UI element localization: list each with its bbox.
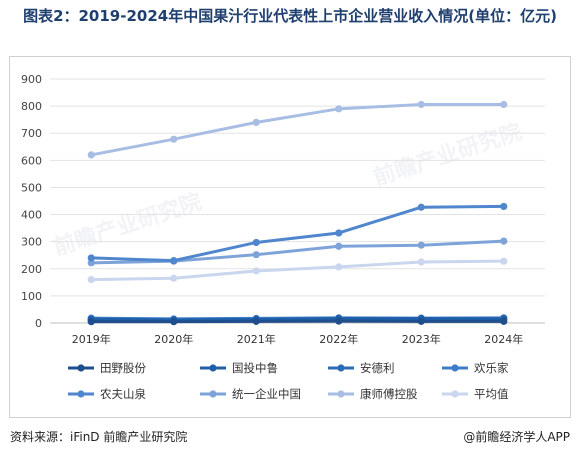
data-point [252, 317, 260, 325]
data-point [87, 276, 95, 284]
legend-label: 统一企业中国 [232, 387, 301, 401]
legend-marker [451, 390, 459, 398]
legend-label: 康师傅控股 [360, 387, 418, 401]
x-tick-label: 2020年 [154, 332, 193, 346]
series-line [89, 259, 506, 282]
legend-marker [209, 390, 217, 398]
x-tick-label: 2022年 [319, 332, 358, 346]
x-tick-label: 2021年 [237, 332, 276, 346]
data-point [417, 203, 425, 211]
legend-marker [451, 364, 459, 372]
series-line [89, 319, 506, 324]
y-tick-label: 200 [21, 263, 42, 276]
data-point [335, 317, 343, 325]
y-tick-label: 400 [21, 209, 42, 222]
x-tick-label: 2019年 [72, 332, 111, 346]
series-line [89, 317, 506, 322]
data-point [170, 274, 178, 282]
data-point [252, 267, 260, 275]
legend-marker [209, 364, 217, 372]
data-point [417, 100, 425, 109]
x-tick-label: 2024年 [484, 332, 523, 346]
data-point [87, 318, 95, 326]
data-point [500, 257, 508, 265]
source-note: 资料来源：iFinD 前瞻产业研究院 [10, 430, 188, 444]
legend-marker [77, 390, 85, 398]
credit-note: @前瞻经济学人APP [463, 430, 570, 444]
data-point [335, 105, 343, 113]
legend-label: 平均值 [474, 387, 509, 401]
data-point [252, 238, 260, 247]
data-point [417, 258, 425, 266]
footer: 资料来源：iFinD 前瞻产业研究院 @前瞻经济学人APP [0, 424, 580, 448]
chart-title: 图表2：2019-2024年中国果汁行业代表性上市企业营业收入情况(单位：亿元) [23, 7, 557, 25]
legend-label: 欢乐家 [474, 361, 509, 375]
data-point [335, 242, 343, 250]
line-chart: 0 100 200 300 400 500 600 700 800 900 2019年 2020年 20… [21, 73, 545, 401]
legend-marker [337, 390, 345, 398]
data-point [170, 257, 178, 265]
series-line [89, 204, 506, 263]
data-point [500, 202, 508, 211]
data-point [417, 241, 425, 249]
legend-label: 农夫山泉 [100, 387, 146, 401]
legend-marker [337, 364, 345, 372]
y-tick-label: 500 [21, 181, 42, 194]
data-point [500, 237, 508, 245]
x-tick-label: 2023年 [402, 332, 441, 346]
legend-label: 田野股份 [100, 361, 146, 375]
data-point [87, 151, 95, 159]
data-point [335, 263, 343, 271]
data-point [87, 254, 95, 262]
data-point [170, 318, 178, 326]
y-tick-label: 900 [21, 73, 42, 86]
y-tick-label: 100 [21, 290, 42, 303]
legend-label: 国投中鲁 [232, 361, 278, 375]
data-point [170, 135, 178, 143]
chart-panel: 前瞻产业研究院 前瞻产业研究院 0 100 200 300 400 500 600 700 80… [9, 56, 571, 418]
y-tick-label: 700 [21, 127, 42, 140]
data-point [252, 251, 260, 259]
y-tick-label: 800 [21, 100, 42, 113]
legend-marker [77, 364, 85, 372]
data-point [417, 317, 425, 325]
y-tick-label: 0 [35, 317, 42, 330]
data-point [500, 317, 508, 325]
data-point [252, 118, 260, 126]
series-line [89, 102, 506, 157]
y-tick-label: 300 [21, 236, 42, 249]
legend-label: 安德利 [360, 361, 395, 375]
data-point [500, 100, 508, 109]
data-point [335, 229, 343, 237]
y-tick-label: 600 [21, 154, 42, 167]
